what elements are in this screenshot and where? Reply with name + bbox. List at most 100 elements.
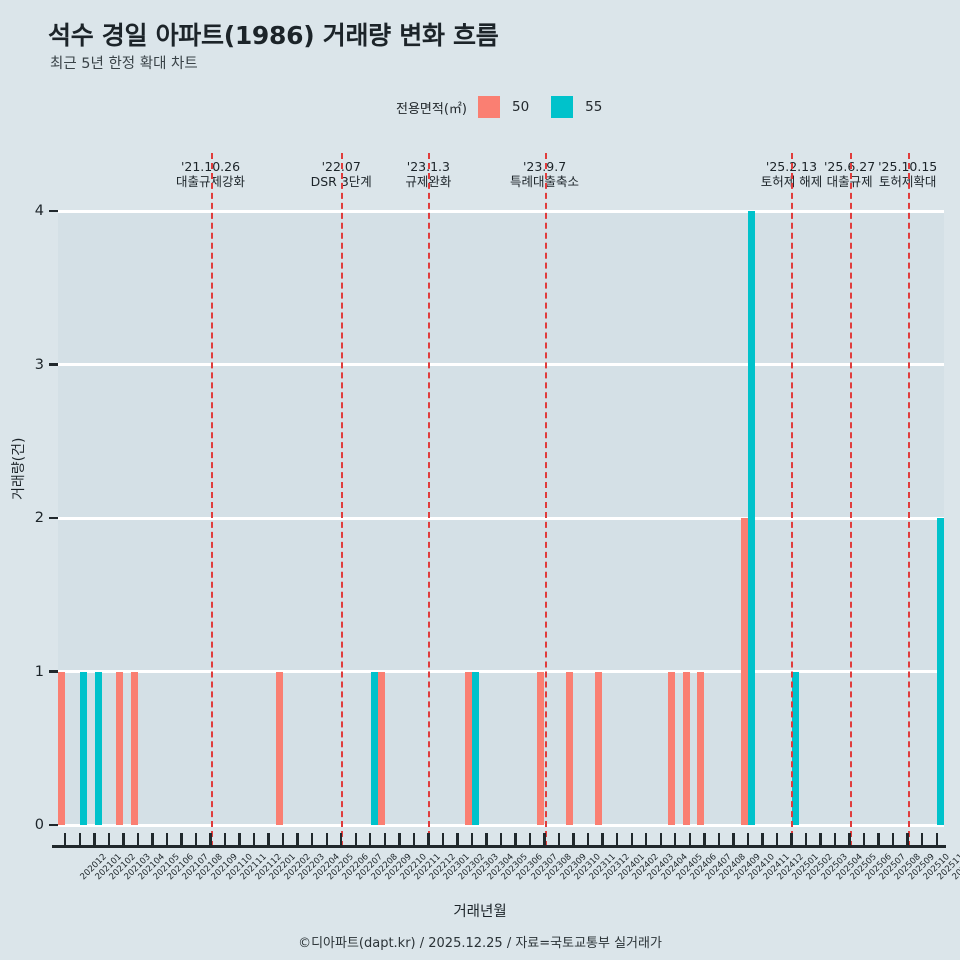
y-axis-tick <box>49 363 58 366</box>
x-axis-tick <box>732 833 735 846</box>
bar <box>537 671 545 825</box>
plot-area <box>57 153 945 847</box>
x-axis-tick <box>296 833 299 846</box>
event-line <box>210 153 213 847</box>
event-annotation: '22.07 DSR 3단계 <box>281 159 401 190</box>
x-axis-tick <box>935 833 938 846</box>
gridline <box>58 823 944 827</box>
x-axis-tick <box>151 833 154 846</box>
x-axis-tick <box>630 833 633 846</box>
x-axis-tick <box>165 833 169 846</box>
y-axis-tick <box>49 823 58 827</box>
x-axis-tick <box>441 833 445 846</box>
event-line <box>428 153 431 847</box>
bar <box>130 671 138 825</box>
gridline <box>58 209 944 213</box>
bar <box>740 518 748 825</box>
x-axis-tick <box>790 833 793 846</box>
x-axis-tick <box>804 833 808 846</box>
x-axis-tick <box>64 833 67 846</box>
x-axis-line <box>52 845 946 848</box>
event-annotation: '25.10.15 토허제확대 <box>848 159 960 190</box>
event-line <box>341 153 344 847</box>
event-line <box>791 153 794 847</box>
x-axis-tick <box>209 833 212 846</box>
x-axis-tick <box>78 833 81 846</box>
event-line <box>544 153 547 847</box>
x-axis-tick <box>645 833 648 846</box>
x-axis-tick <box>586 833 590 846</box>
legend-label-50: 50 <box>511 99 530 115</box>
bar <box>791 671 799 825</box>
footer-note: ©디아파트(dapt.kr) / 2025.12.25 / 자료=국토교통부 실… <box>298 936 662 951</box>
event-line <box>907 153 910 847</box>
x-axis-tick <box>238 833 241 846</box>
y-axis-tick <box>49 670 58 673</box>
x-axis-tick <box>688 833 691 846</box>
y-axis-tick-label: 2 <box>34 510 44 526</box>
x-axis-tick <box>746 833 750 846</box>
x-axis-title: 거래년월 <box>453 904 507 920</box>
bar <box>80 671 88 825</box>
x-axis-tick <box>543 833 546 846</box>
event-annotation-text: 규제완화 <box>405 174 452 189</box>
x-axis-tick <box>877 833 880 846</box>
event-annotation-date: '21.10.26 <box>180 159 241 174</box>
bar <box>94 671 102 825</box>
event-annotation-date: '23.1.3 <box>406 159 450 174</box>
bar <box>748 211 756 825</box>
x-axis-tick <box>601 833 604 846</box>
y-axis-tick <box>49 209 58 213</box>
y-axis-tick <box>49 516 58 520</box>
bar <box>697 671 705 825</box>
x-axis-tick <box>819 833 822 846</box>
x-axis-tick <box>180 833 183 846</box>
bar <box>377 671 385 825</box>
bar <box>275 671 283 825</box>
x-axis-tick <box>107 833 111 846</box>
event-annotation-date: '23.9.7 <box>522 159 567 174</box>
y-axis-tick-label: 0 <box>34 817 44 833</box>
x-axis-tick <box>848 833 851 846</box>
event-line <box>849 153 852 847</box>
bar <box>116 671 124 825</box>
bar <box>566 671 574 825</box>
bar <box>667 671 675 825</box>
event-annotation-text: DSR 3단계 <box>310 174 372 189</box>
x-axis-tick <box>703 833 706 846</box>
x-axis-tick <box>615 833 619 846</box>
legend-title: 전용면적(㎡) <box>396 101 467 117</box>
x-axis-tick <box>267 833 270 846</box>
legend-swatch-55 <box>551 96 574 118</box>
event-annotation: '23.1.3 규제완화 <box>368 159 488 190</box>
bar <box>370 671 378 825</box>
event-annotation: '21.10.26 대출규제강화 <box>151 159 271 190</box>
legend-swatch-50 <box>477 96 500 118</box>
page-title: 석수 경일 아파트(1986) 거래량 변화 흐름 <box>48 21 499 50</box>
x-axis-tick <box>369 833 372 846</box>
event-annotation-date: '22.07 <box>321 159 361 174</box>
x-axis-tick <box>412 833 416 846</box>
gridline <box>58 363 944 366</box>
bar <box>472 671 480 825</box>
x-axis-tick <box>572 833 575 846</box>
x-axis-tick <box>862 833 866 846</box>
x-axis-tick <box>674 833 677 846</box>
gridline <box>58 516 944 520</box>
x-axis-tick <box>383 833 386 846</box>
bar <box>937 518 945 825</box>
bar <box>464 671 472 825</box>
gridline <box>58 670 944 673</box>
x-axis-tick <box>354 833 357 846</box>
legend: 전용면적(㎡) 50 55 <box>396 96 602 118</box>
event-annotation-text: 특례대출축소 <box>510 174 580 189</box>
bar <box>57 671 65 825</box>
x-axis-tick <box>325 833 328 846</box>
y-axis-tick-label: 4 <box>34 203 44 219</box>
x-axis-tick <box>93 833 96 846</box>
x-axis-tick <box>921 833 924 846</box>
event-annotation-date: '25.10.15 <box>878 159 938 174</box>
bar <box>682 671 690 825</box>
x-axis-tick <box>281 833 285 846</box>
